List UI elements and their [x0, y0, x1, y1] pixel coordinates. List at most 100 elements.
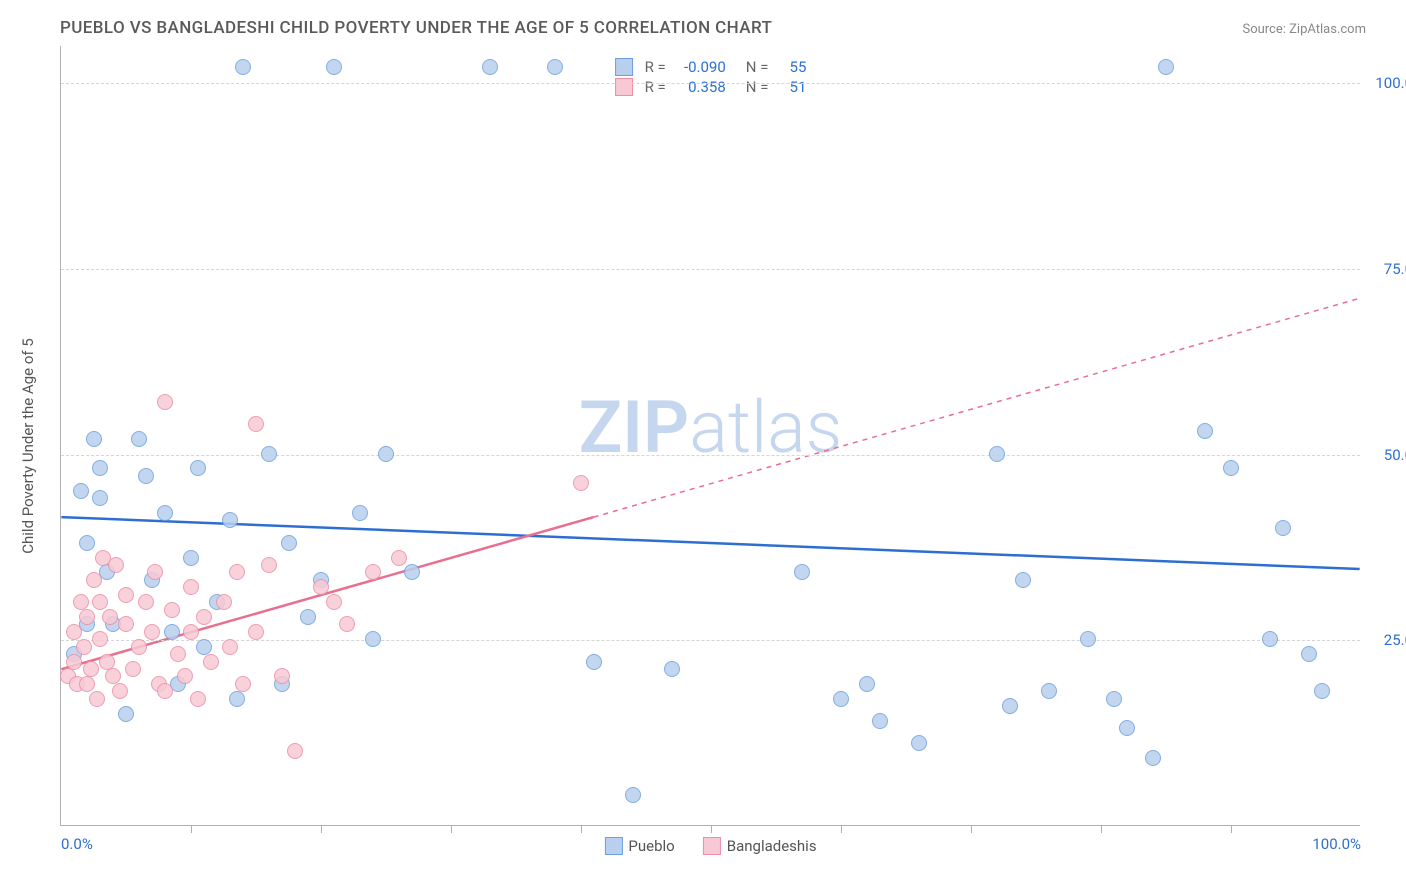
legend-item: Pueblo: [604, 837, 674, 855]
data-point: [183, 624, 199, 640]
data-point: [1015, 572, 1031, 588]
x-tick: [971, 825, 972, 833]
data-point: [989, 446, 1005, 462]
chart-title: PUEBLO VS BANGLADESHI CHILD POVERTY UNDE…: [60, 18, 772, 38]
data-point: [73, 594, 89, 610]
x-tick: [711, 825, 712, 833]
y-tick-label: 25.0%: [1384, 631, 1406, 649]
data-point: [378, 446, 394, 462]
legend-stat-row: R =0.358N =51: [615, 78, 807, 96]
data-point: [183, 550, 199, 566]
data-point: [235, 676, 251, 692]
data-point: [118, 587, 134, 603]
data-point: [1080, 631, 1096, 647]
trend-line-solid: [61, 517, 1359, 569]
trend-lines-layer: [61, 46, 1360, 825]
data-point: [248, 416, 264, 432]
stat-r-label: R =: [645, 58, 666, 76]
data-point: [86, 572, 102, 588]
data-point: [833, 691, 849, 707]
data-point: [170, 646, 186, 662]
data-point: [79, 676, 95, 692]
legend-swatch: [615, 58, 633, 76]
data-point: [482, 59, 498, 75]
x-tick: [321, 825, 322, 833]
data-point: [1314, 683, 1330, 699]
data-point: [138, 468, 154, 484]
data-point: [794, 564, 810, 580]
data-point: [92, 460, 108, 476]
data-point: [261, 557, 277, 573]
data-point: [664, 661, 680, 677]
data-point: [365, 564, 381, 580]
data-point: [586, 654, 602, 670]
legend-swatch: [604, 837, 622, 855]
data-point: [547, 59, 563, 75]
data-point: [66, 654, 82, 670]
stat-r-value: 0.358: [674, 78, 726, 96]
data-point: [222, 512, 238, 528]
data-point: [190, 460, 206, 476]
data-point: [261, 446, 277, 462]
source-label: Source:: [1242, 22, 1289, 37]
chart-container: PUEBLO VS BANGLADESHI CHILD POVERTY UNDE…: [0, 0, 1406, 892]
legend-swatch: [703, 837, 721, 855]
x-tick: [841, 825, 842, 833]
data-point: [1197, 423, 1213, 439]
data-point: [1119, 720, 1135, 736]
data-point: [248, 624, 264, 640]
data-point: [229, 691, 245, 707]
x-tick: [451, 825, 452, 833]
x-max-label: 100.0%: [1312, 835, 1361, 853]
data-point: [352, 505, 368, 521]
data-point: [147, 564, 163, 580]
watermark-suffix: atlas: [689, 385, 842, 470]
data-point: [1106, 691, 1122, 707]
data-point: [164, 602, 180, 618]
gridline-h: [61, 83, 1360, 84]
data-point: [287, 743, 303, 759]
x-tick: [1231, 825, 1232, 833]
stat-n-value: 51: [776, 78, 806, 96]
data-point: [108, 557, 124, 573]
source-attribution: Source: ZipAtlas.com: [1242, 22, 1366, 37]
data-point: [86, 431, 102, 447]
data-point: [144, 624, 160, 640]
data-point: [911, 735, 927, 751]
data-point: [118, 616, 134, 632]
data-point: [1275, 520, 1291, 536]
data-point: [391, 550, 407, 566]
data-point: [131, 431, 147, 447]
data-point: [118, 706, 134, 722]
source-name[interactable]: ZipAtlas.com: [1289, 22, 1366, 37]
x-tick: [581, 825, 582, 833]
data-point: [404, 564, 420, 580]
data-point: [177, 668, 193, 684]
y-tick-label: 50.0%: [1384, 446, 1406, 464]
data-point: [183, 579, 199, 595]
data-point: [274, 668, 290, 684]
data-point: [112, 683, 128, 699]
data-point: [1002, 698, 1018, 714]
data-point: [196, 639, 212, 655]
legend-label: Bangladeshis: [727, 837, 817, 855]
data-point: [1158, 59, 1174, 75]
watermark: ZIPatlas: [579, 385, 843, 470]
data-point: [216, 594, 232, 610]
data-point: [1223, 460, 1239, 476]
x-tick: [1101, 825, 1102, 833]
y-tick-label: 75.0%: [1384, 260, 1406, 278]
plot-area: ZIPatlas R =-0.090N =55R =0.358N =51 Pue…: [60, 46, 1360, 826]
data-point: [365, 631, 381, 647]
stat-n-label: N =: [746, 78, 769, 96]
data-point: [66, 624, 82, 640]
data-point: [157, 683, 173, 699]
legend-swatch: [615, 78, 633, 96]
gridline-h: [61, 269, 1360, 270]
data-point: [300, 609, 316, 625]
gridline-h: [61, 455, 1360, 456]
data-point: [92, 594, 108, 610]
stat-n-value: 55: [776, 58, 806, 76]
data-point: [625, 787, 641, 803]
data-point: [1301, 646, 1317, 662]
